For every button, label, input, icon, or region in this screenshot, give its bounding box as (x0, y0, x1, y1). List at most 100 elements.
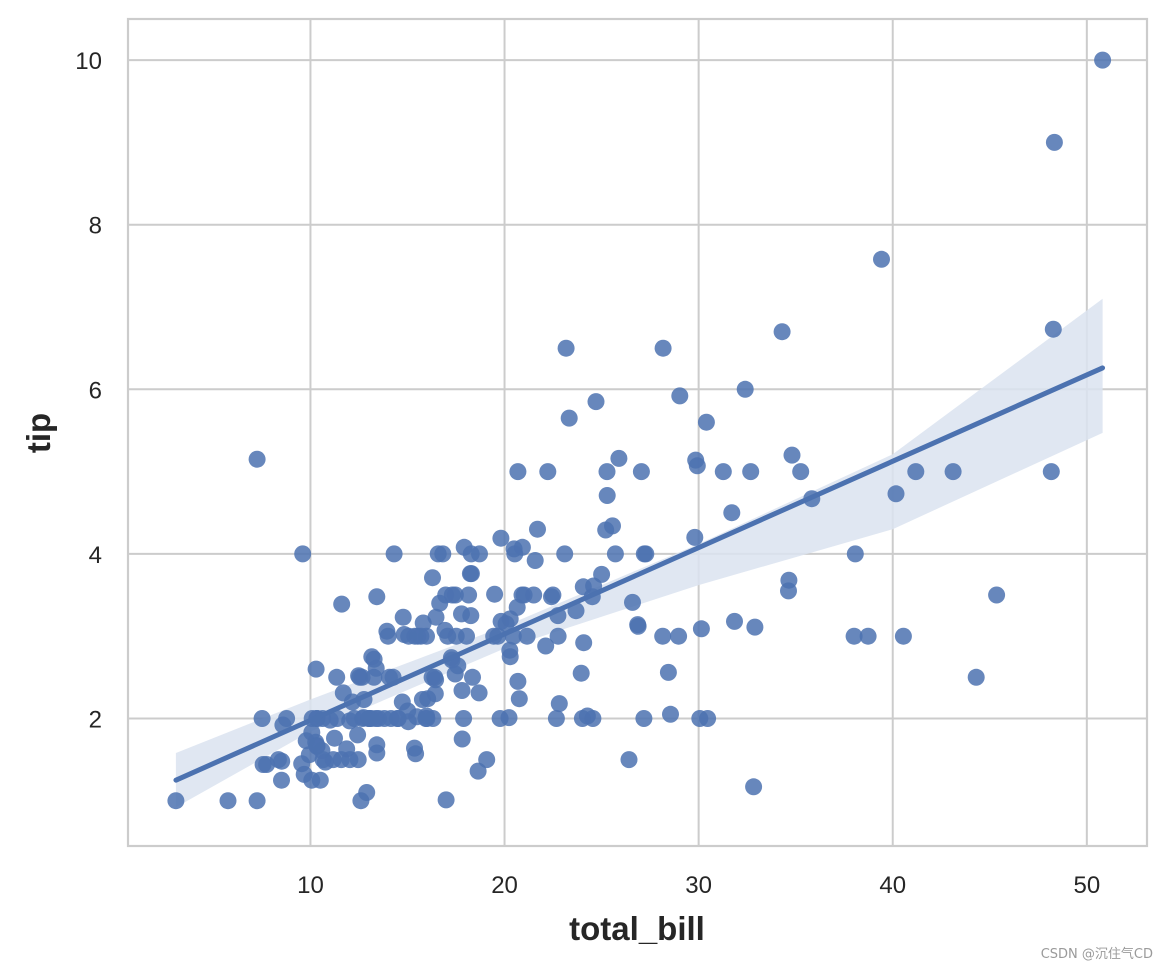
x-axis-label: total_bill (569, 910, 705, 947)
data-point (328, 668, 346, 686)
data-point (349, 751, 367, 769)
data-point (792, 463, 810, 481)
data-point (635, 710, 653, 727)
data-point (486, 585, 504, 603)
data-point (575, 634, 593, 652)
data-point (449, 657, 467, 675)
data-point (967, 668, 985, 686)
x-tick-label: 40 (879, 872, 906, 899)
data-point (219, 792, 237, 810)
data-point (368, 588, 386, 606)
data-points (167, 51, 1112, 810)
data-point (248, 450, 266, 468)
regression-line (173, 365, 1106, 783)
data-point (464, 668, 481, 686)
data-point (167, 792, 185, 810)
data-point (598, 487, 616, 504)
data-point (539, 463, 557, 481)
data-point (699, 710, 717, 727)
data-point (453, 730, 471, 748)
confidence-band-area (175, 298, 1103, 808)
data-point (587, 393, 605, 411)
data-point (692, 620, 710, 638)
data-point (697, 413, 715, 431)
x-tick-label: 50 (1073, 872, 1100, 899)
data-point (688, 457, 706, 475)
data-point (584, 710, 602, 727)
data-point (518, 627, 536, 645)
y-tick-label: 10 (75, 48, 102, 75)
data-point (907, 463, 925, 481)
data-point (550, 695, 568, 713)
data-point (654, 627, 672, 645)
data-point (742, 463, 760, 481)
y-tick-labels: 2 4 6 8 10 (75, 48, 102, 733)
x-tick-label: 30 (685, 872, 712, 899)
data-point (492, 529, 510, 547)
data-point (537, 637, 555, 655)
data-point (455, 710, 473, 727)
data-point (458, 627, 475, 645)
data-point (544, 586, 562, 604)
data-point (988, 586, 1006, 604)
data-point (556, 545, 574, 563)
y-tick-label: 2 (89, 706, 102, 733)
data-point (500, 709, 518, 727)
data-point (624, 593, 641, 611)
data-point (253, 710, 271, 727)
data-point (248, 792, 266, 810)
data-point (424, 569, 441, 587)
data-point (513, 538, 531, 556)
data-point (549, 627, 567, 645)
data-point (736, 380, 754, 398)
data-point (326, 729, 343, 747)
data-point (434, 545, 452, 563)
data-point (1044, 320, 1062, 338)
data-point (424, 710, 442, 727)
data-point (598, 463, 616, 481)
data-point (278, 710, 296, 727)
data-point (294, 545, 312, 563)
data-point (426, 685, 444, 703)
data-point (1045, 133, 1063, 151)
data-point (845, 627, 863, 645)
data-point (723, 504, 741, 522)
data-point (773, 323, 791, 341)
data-point (671, 387, 689, 405)
x-tick-label: 20 (491, 872, 518, 899)
x-tick-label: 10 (297, 872, 324, 899)
y-tick-label: 8 (89, 213, 102, 240)
data-point (358, 784, 376, 801)
data-point (887, 485, 905, 503)
data-point (547, 710, 565, 727)
data-point (462, 565, 480, 583)
data-point (783, 446, 801, 464)
data-point (560, 409, 578, 427)
data-point (367, 659, 385, 677)
data-point (745, 778, 763, 796)
data-point (557, 339, 575, 357)
data-point (654, 339, 672, 357)
data-point (604, 517, 621, 535)
data-point (418, 627, 435, 645)
watermark: CSDN @沉住气CD (1040, 947, 1153, 962)
data-point (714, 463, 732, 481)
data-point (427, 608, 445, 626)
data-point (460, 586, 478, 604)
data-point (606, 545, 624, 563)
data-point (307, 660, 325, 678)
data-point (385, 545, 403, 563)
data-point (1042, 463, 1060, 481)
data-point (453, 682, 471, 699)
data-point (944, 463, 962, 481)
data-point (894, 627, 912, 645)
data-point (273, 771, 290, 789)
data-point (746, 618, 764, 636)
data-point (659, 663, 677, 681)
data-point (610, 449, 628, 467)
data-point (470, 684, 488, 702)
data-point (593, 565, 611, 583)
data-point (478, 751, 496, 769)
data-point (509, 463, 527, 481)
